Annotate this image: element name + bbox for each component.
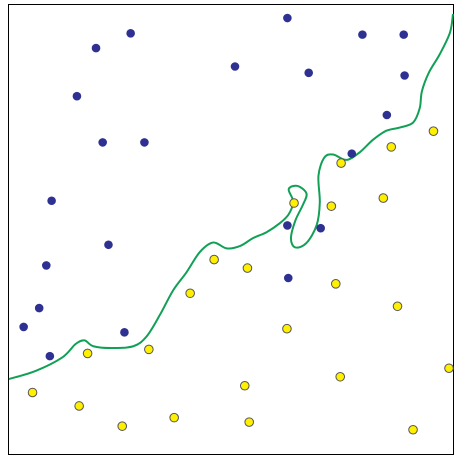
class-a-point	[140, 138, 149, 147]
points-layer	[19, 13, 454, 435]
class-a-point	[104, 240, 113, 250]
class-a-point	[382, 110, 392, 120]
class-b-point	[444, 363, 454, 374]
class-b-point	[326, 201, 337, 211]
class-b-point	[244, 417, 254, 427]
decision-boundary-layer	[8, 13, 454, 380]
class-b-point	[408, 424, 418, 435]
plot-frame	[8, 4, 454, 455]
class-b-point	[27, 387, 38, 398]
class-a-point	[42, 261, 51, 270]
class-a-point	[47, 196, 56, 206]
class-b-point	[117, 421, 128, 431]
class-a-point	[283, 221, 292, 230]
class-b-point	[378, 193, 389, 203]
class-a-point	[283, 13, 292, 23]
decision-boundary-line	[8, 13, 454, 380]
class-a-point	[347, 149, 357, 158]
class-b-point	[74, 401, 84, 411]
class-a-point	[304, 68, 314, 78]
class-b-point	[242, 263, 253, 273]
class-a-point	[72, 91, 82, 101]
class-b-point	[330, 279, 341, 289]
class-a-point	[283, 273, 293, 283]
class-a-point	[45, 351, 55, 361]
class-b-point	[392, 301, 403, 312]
class-a-point	[230, 62, 240, 71]
class-b-point	[82, 348, 93, 359]
class-a-point	[19, 322, 28, 332]
class-b-point	[335, 371, 346, 382]
class-b-point	[209, 254, 219, 265]
class-b-point	[336, 158, 346, 168]
class-a-point	[120, 328, 129, 337]
class-b-point	[239, 380, 250, 391]
class-a-point	[399, 30, 409, 39]
class-b-point	[185, 288, 195, 299]
class-a-point	[34, 303, 44, 313]
class-a-point	[98, 138, 107, 147]
class-b-point	[169, 412, 179, 423]
class-b-point	[428, 126, 439, 136]
class-b-point	[386, 142, 397, 152]
class-a-point	[400, 71, 409, 80]
class-a-point	[358, 30, 367, 39]
class-a-point	[316, 223, 325, 233]
class-b-point	[289, 198, 299, 208]
class-a-point	[91, 43, 101, 53]
class-b-point	[144, 344, 154, 355]
class-a-point	[126, 28, 135, 38]
class-b-point	[282, 323, 292, 334]
